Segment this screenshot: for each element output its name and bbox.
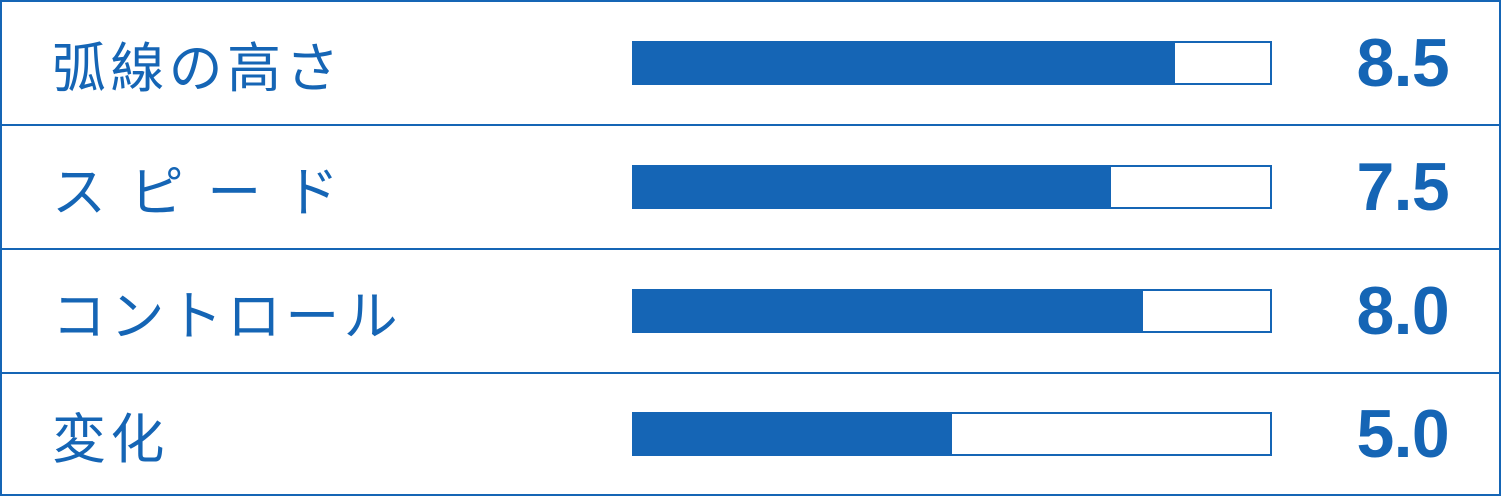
rating-row: コントロール 8.0 xyxy=(0,248,1501,372)
rating-label: 弧線の高さ xyxy=(52,24,632,103)
rating-bar xyxy=(632,41,1272,85)
rating-bar-fill xyxy=(634,414,952,454)
rating-value: 8.5 xyxy=(1272,24,1459,102)
rating-label: ス ピ ー ド xyxy=(52,148,632,227)
rating-value: 7.5 xyxy=(1272,148,1459,226)
rating-label: 変化 xyxy=(52,395,632,474)
rating-bar xyxy=(632,165,1272,209)
rating-bar xyxy=(632,289,1272,333)
rating-value: 8.0 xyxy=(1272,272,1459,350)
rating-bar xyxy=(632,412,1272,456)
ratings-table: 弧線の高さ 8.5 ス ピ ー ド 7.5 コントロール 8.0 変化 5.0 xyxy=(0,0,1501,496)
rating-row: 弧線の高さ 8.5 xyxy=(0,0,1501,124)
rating-bar-fill xyxy=(634,291,1143,331)
rating-row: 変化 5.0 xyxy=(0,372,1501,496)
rating-label: コントロール xyxy=(52,272,632,351)
rating-value: 5.0 xyxy=(1272,395,1459,473)
rating-bar-fill xyxy=(634,167,1111,207)
rating-bar-fill xyxy=(634,43,1175,83)
rating-row: ス ピ ー ド 7.5 xyxy=(0,124,1501,248)
